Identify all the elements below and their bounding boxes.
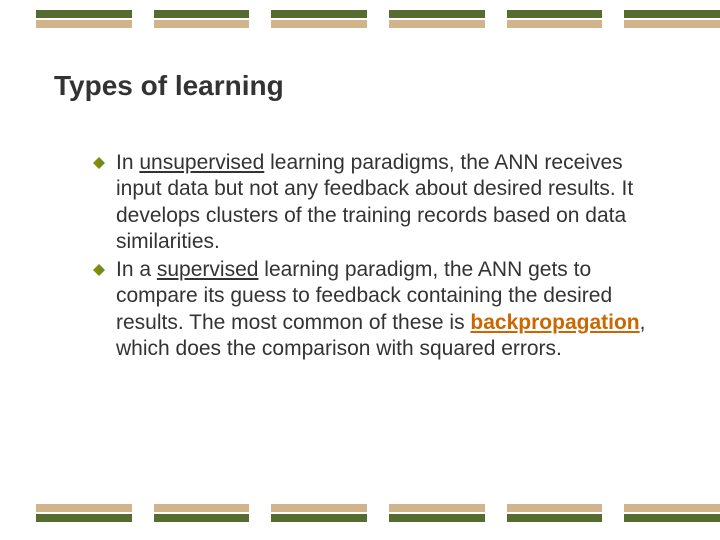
- slide-content: Types of learning In unsupervised learni…: [54, 70, 666, 364]
- decor-row-tan-bottom: [0, 504, 720, 512]
- bullet-text: In unsupervised learning paradigms, the …: [116, 150, 656, 255]
- decor-row-green-bottom: [0, 514, 720, 522]
- decor-row-green: [0, 10, 720, 18]
- decor-row-tan: [0, 20, 720, 28]
- bullet-list: In unsupervised learning paradigms, the …: [92, 150, 656, 362]
- list-item: In unsupervised learning paradigms, the …: [92, 150, 656, 255]
- slide-title: Types of learning: [54, 70, 666, 102]
- list-item: In a supervised learning paradigm, the A…: [92, 257, 656, 362]
- diamond-bullet-icon: [92, 156, 106, 170]
- bottom-decor-band: [0, 504, 720, 530]
- bullet-text: In a supervised learning paradigm, the A…: [116, 257, 656, 362]
- top-decor-band: [0, 10, 720, 36]
- diamond-bullet-icon: [92, 263, 106, 277]
